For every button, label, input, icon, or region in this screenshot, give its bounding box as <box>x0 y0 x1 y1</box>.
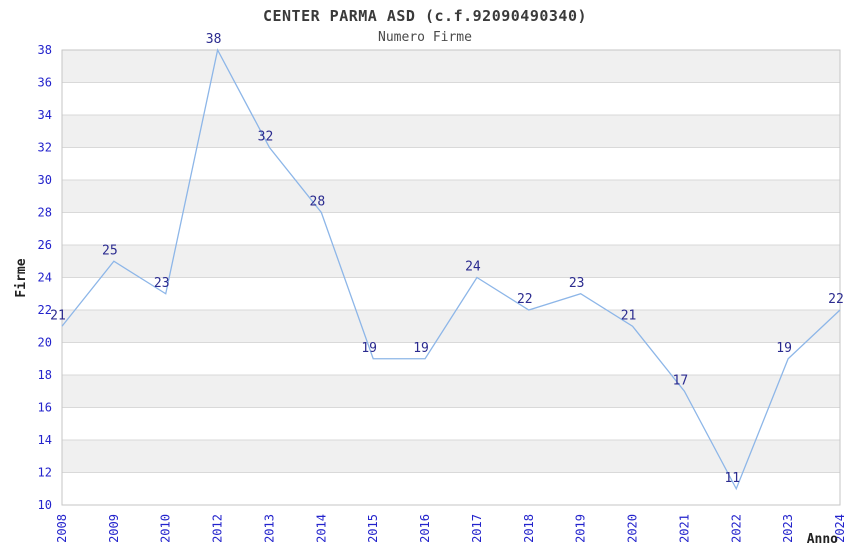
point-label: 19 <box>776 341 792 356</box>
x-axis-title: Anno <box>807 532 838 547</box>
plot-band <box>62 115 840 148</box>
point-label: 21 <box>621 308 637 323</box>
y-tick-label: 24 <box>38 271 52 285</box>
point-label: 22 <box>517 292 533 307</box>
point-label: 21 <box>50 308 66 323</box>
x-tick-label: 2024 <box>833 514 847 543</box>
x-tick-label: 2021 <box>677 514 691 543</box>
x-tick-label: 2012 <box>211 514 225 543</box>
y-tick-label: 22 <box>38 303 52 317</box>
point-label: 23 <box>569 276 585 291</box>
x-tick-label: 2008 <box>55 514 69 543</box>
point-label: 32 <box>258 130 274 145</box>
chart-title: CENTER PARMA ASD (c.f.92090490340) <box>263 7 587 25</box>
y-axis-tick-labels: 10 12 14 16 18 20 22 24 26 28 30 32 34 36 38 <box>38 43 52 512</box>
x-tick-label: 2023 <box>781 514 795 543</box>
plot-bands <box>62 50 840 473</box>
x-tick-label: 2013 <box>262 514 276 543</box>
point-label: 17 <box>673 373 689 388</box>
plot-band <box>62 375 840 408</box>
point-label: 24 <box>465 260 481 275</box>
plot-band <box>62 440 840 473</box>
series-line <box>61 48 841 491</box>
x-tick-label: 2022 <box>729 514 743 543</box>
plot-band <box>62 180 840 213</box>
x-tick-label: 2014 <box>314 514 328 543</box>
point-label: 11 <box>724 471 740 486</box>
y-tick-label: 12 <box>38 466 52 480</box>
x-tick-label: 2010 <box>159 514 173 543</box>
x-tick-label: 2018 <box>522 514 536 543</box>
plot-band <box>62 50 840 83</box>
x-tick-label: 2020 <box>626 514 640 543</box>
point-labels: 21 25 23 38 32 28 19 19 24 22 23 21 17 11 19 22 <box>50 32 844 486</box>
y-tick-label: 38 <box>38 43 52 57</box>
y-tick-label: 26 <box>38 238 52 252</box>
gridlines <box>62 49 840 506</box>
chart-subtitle: Numero Firme <box>378 30 472 45</box>
y-tick-label: 20 <box>38 336 52 350</box>
x-tick-label: 2009 <box>107 514 121 543</box>
point-label: 19 <box>413 341 429 356</box>
y-tick-label: 28 <box>38 206 52 220</box>
y-tick-label: 30 <box>38 173 52 187</box>
y-tick-label: 18 <box>38 368 52 382</box>
y-tick-label: 32 <box>38 141 52 155</box>
point-label: 19 <box>361 341 377 356</box>
y-axis-title: Firme <box>14 258 29 297</box>
y-tick-label: 16 <box>38 401 52 415</box>
point-label: 23 <box>154 276 170 291</box>
x-tick-label: 2015 <box>366 514 380 543</box>
y-tick-label: 36 <box>38 76 52 90</box>
plot-band <box>62 245 840 278</box>
plot-band <box>62 310 840 343</box>
y-tick-label: 34 <box>38 108 52 122</box>
point-label: 25 <box>102 243 118 258</box>
y-tick-label: 10 <box>38 498 52 512</box>
x-axis-tick-labels: 2008 2009 2010 2012 2013 2014 2015 2016 2017 2018… <box>55 514 847 543</box>
point-label: 22 <box>828 292 844 307</box>
y-tick-label: 14 <box>38 433 52 447</box>
x-tick-label: 2016 <box>418 514 432 543</box>
x-tick-label: 2019 <box>574 514 588 543</box>
point-label: 28 <box>310 195 326 210</box>
x-tick-label: 2017 <box>470 514 484 543</box>
plot-border <box>61 49 841 506</box>
point-label: 38 <box>206 32 222 47</box>
